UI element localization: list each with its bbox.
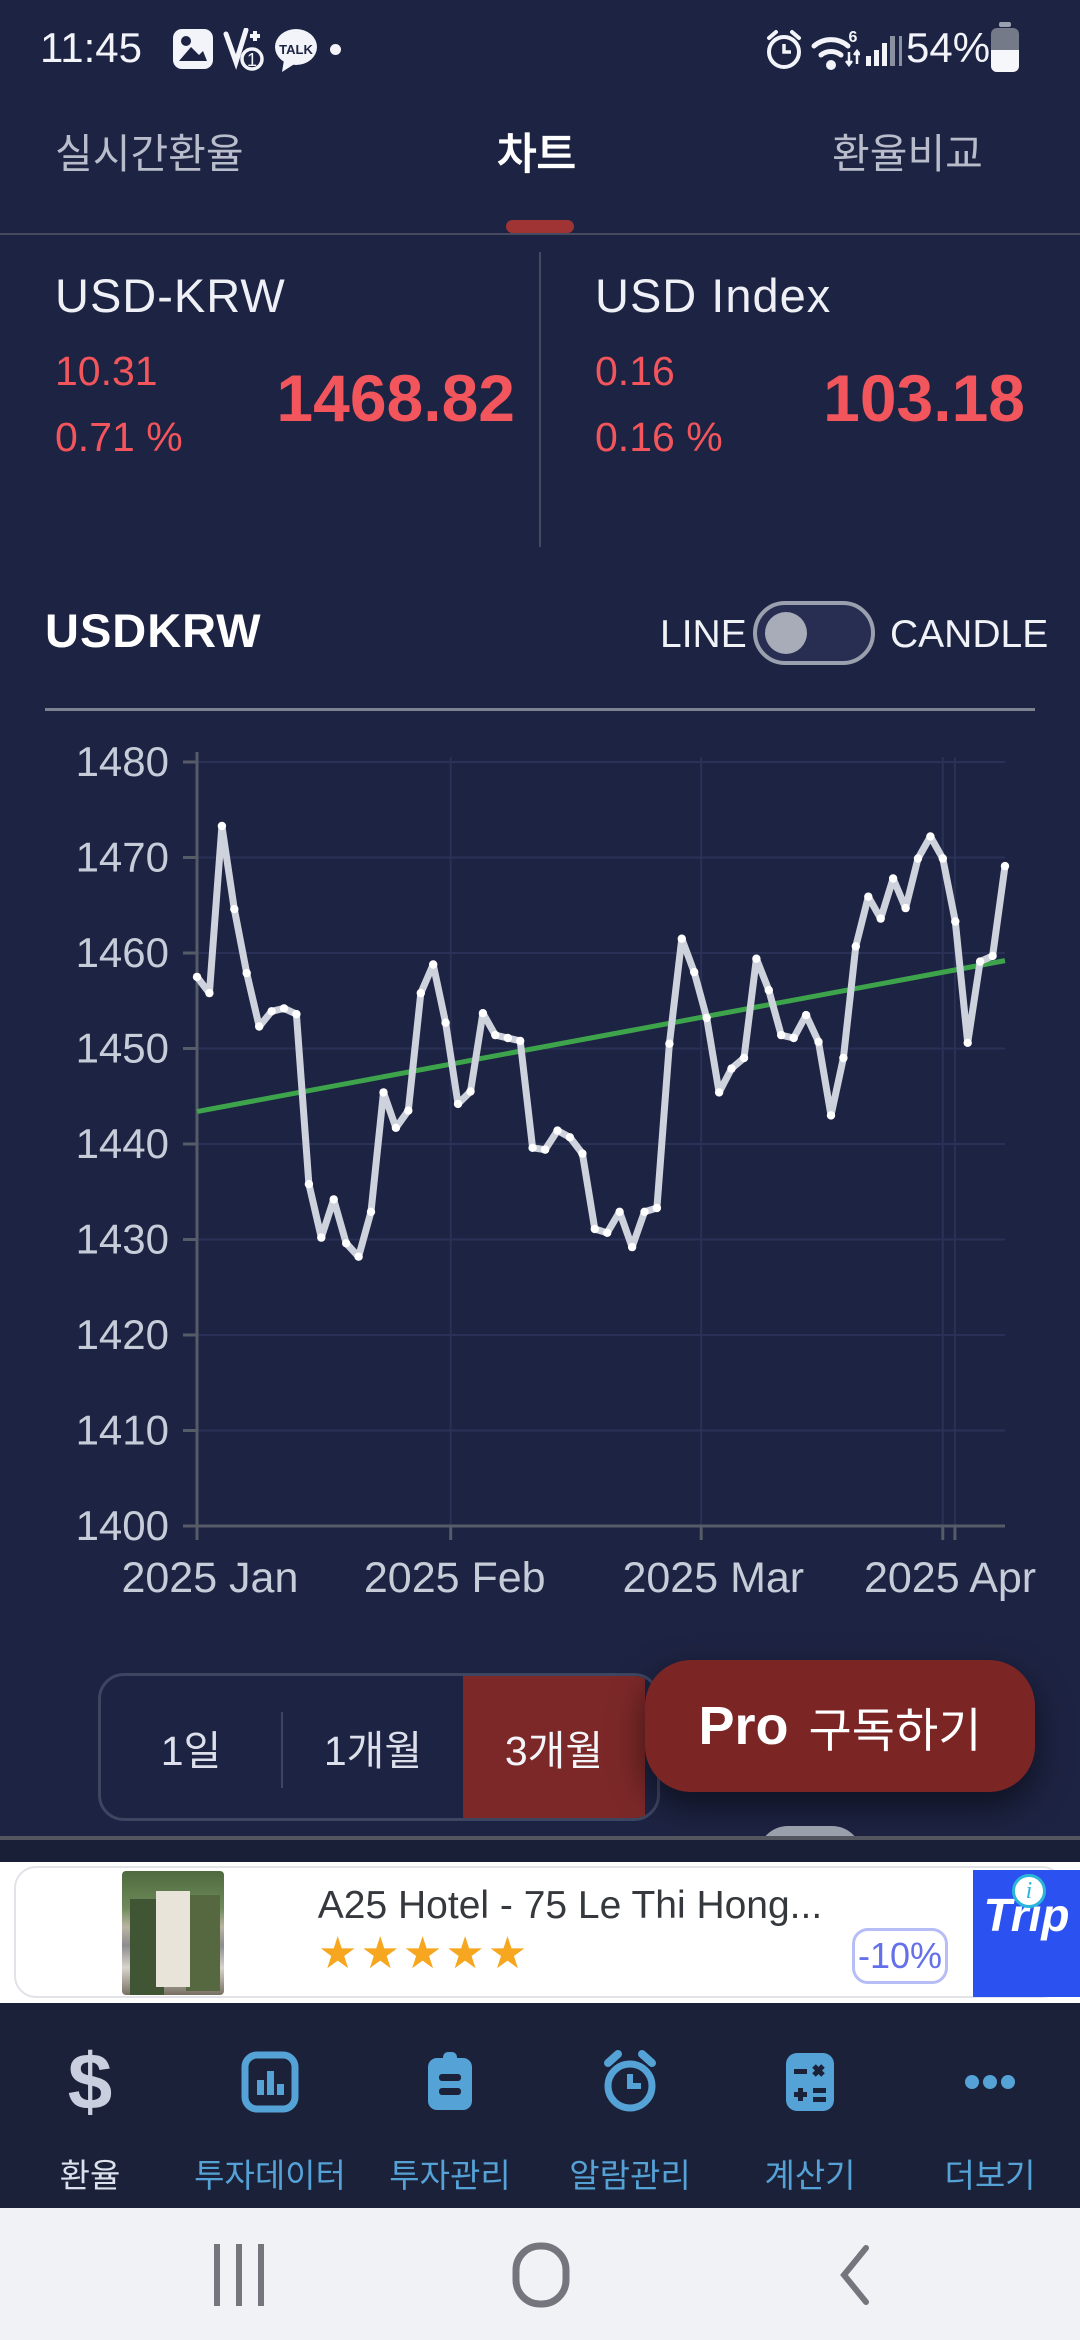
dollar-icon: $ <box>67 2037 113 2126</box>
ad-banner[interactable]: A25 Hotel - 75 Le Thi Hong... ★★★★★ -10%… <box>0 1862 1080 2003</box>
nav-item-more[interactable]: 더보기 <box>900 2003 1080 2208</box>
ad-info-icon[interactable]: i <box>1012 1874 1046 1908</box>
content-divider <box>0 1836 1080 1840</box>
svg-text:2025 Apr: 2025 Apr <box>864 1554 1036 1602</box>
pro-subscribe-label: 구독하기 <box>808 1703 982 1757</box>
quote-title: USD-KRW <box>55 269 286 322</box>
period-3month-button[interactable]: 3개월 <box>463 1676 645 1818</box>
nav-item-invest-manage[interactable]: 투자관리 <box>360 2003 540 2208</box>
toggle-line-label: LINE <box>660 613 747 656</box>
usdkrw-line-chart[interactable]: 1400 1410 1420 1430 1440 1450 1460 1470 1480 2025… <box>0 690 1080 1640</box>
gap-strip <box>0 1840 1080 1862</box>
nav-item-invest-data[interactable]: 투자데이터 <box>180 2003 360 2208</box>
alarm-clock-icon <box>604 2050 656 2112</box>
svg-text:1460: 1460 <box>76 929 169 976</box>
calculator-icon <box>786 2053 834 2111</box>
tab-bar-divider <box>0 233 1080 235</box>
quote-change-pct: 0.71 % <box>55 414 183 460</box>
quote-change: 10.31 <box>55 348 158 394</box>
quote-change-pct: 0.16 % <box>595 414 723 460</box>
quote-change: 0.16 <box>595 348 675 394</box>
quote-panels-divider <box>539 252 541 547</box>
period-1day-button[interactable]: 1일 <box>160 1728 222 1774</box>
svg-text:1480: 1480 <box>76 738 169 785</box>
ad-rating-stars: ★★★★★ <box>318 1929 531 1978</box>
quote-price: 103.18 <box>823 361 1025 435</box>
pro-badge: Pro <box>698 1696 789 1756</box>
svg-text:1430: 1430 <box>76 1216 169 1263</box>
bottom-nav: $ 환율 투자데이터 투자관리 <box>0 2003 1080 2208</box>
ad-discount-badge: -10% <box>852 1928 948 1984</box>
scroll-pill-peek <box>750 1806 870 1837</box>
battery-icon <box>991 22 1019 72</box>
wifi6-status-icon: 6 <box>811 29 860 70</box>
active-tab-indicator <box>506 220 574 233</box>
vibrate-plus-one-notification-icon: 1 <box>223 28 264 71</box>
period-1month-button[interactable]: 1개월 <box>323 1728 423 1774</box>
svg-text:TALK: TALK <box>279 42 313 57</box>
pro-subscribe-button[interactable]: Pro 구독하기 <box>645 1660 1035 1792</box>
nav-item-alarm-manage[interactable]: 알람관리 <box>540 2003 720 2208</box>
svg-text:1420: 1420 <box>76 1311 169 1358</box>
toggle-knob <box>765 612 807 654</box>
nav-item-exchange-rate[interactable]: $ 환율 <box>59 2037 121 2195</box>
svg-text:1440: 1440 <box>76 1120 169 1167</box>
ad-title: A25 Hotel - 75 Le Thi Hong... <box>317 1884 823 1927</box>
signal-strength-icon <box>866 36 902 66</box>
more-ellipsis-icon <box>965 2075 1015 2089</box>
clock-text: 11:45 <box>40 24 142 71</box>
toggle-candle-label: CANDLE <box>890 613 1049 656</box>
svg-text:1410: 1410 <box>76 1407 169 1454</box>
svg-text:2025 Mar: 2025 Mar <box>622 1554 804 1602</box>
tab-rate-compare[interactable]: 환율비교 <box>832 131 983 177</box>
period-selector: 1일 1개월 3개월 <box>98 1673 660 1821</box>
period-divider <box>281 1712 283 1788</box>
more-notifications-dot-icon <box>330 44 341 55</box>
svg-text:1470: 1470 <box>76 834 169 881</box>
ad-hotel-photo <box>122 1871 224 1995</box>
battery-percent-text: 54% <box>906 24 991 71</box>
chart-header-divider <box>45 708 1035 711</box>
svg-text:2025 Jan: 2025 Jan <box>121 1554 298 1602</box>
svg-text:2025 Feb: 2025 Feb <box>364 1554 546 1602</box>
gallery-notification-icon <box>173 29 213 69</box>
svg-text:1: 1 <box>247 50 257 70</box>
tab-chart[interactable]: 차트 <box>497 131 577 179</box>
svg-text:1450: 1450 <box>76 1025 169 1072</box>
system-navbar <box>0 2208 1080 2340</box>
line-candle-toggle[interactable] <box>753 601 875 665</box>
recent-apps-button[interactable] <box>210 2244 270 2306</box>
chart-symbol-title: USDKRW <box>45 604 262 657</box>
home-button[interactable] <box>512 2242 570 2308</box>
quote-price: 1468.82 <box>276 361 515 435</box>
svg-text:6: 6 <box>849 29 858 46</box>
clipboard-icon <box>428 2052 472 2110</box>
svg-text:1400: 1400 <box>76 1502 169 1549</box>
alarm-status-icon <box>767 30 801 69</box>
bar-chart-icon <box>241 2051 299 2113</box>
kakaotalk-notification-icon: TALK <box>275 29 317 72</box>
back-button[interactable] <box>836 2244 872 2306</box>
quote-title: USD Index <box>595 269 832 322</box>
tab-realtime-rates[interactable]: 실시간환율 <box>55 131 244 177</box>
scroll-pill[interactable] <box>758 1826 862 1837</box>
nav-item-calculator[interactable]: 계산기 <box>720 2003 900 2208</box>
